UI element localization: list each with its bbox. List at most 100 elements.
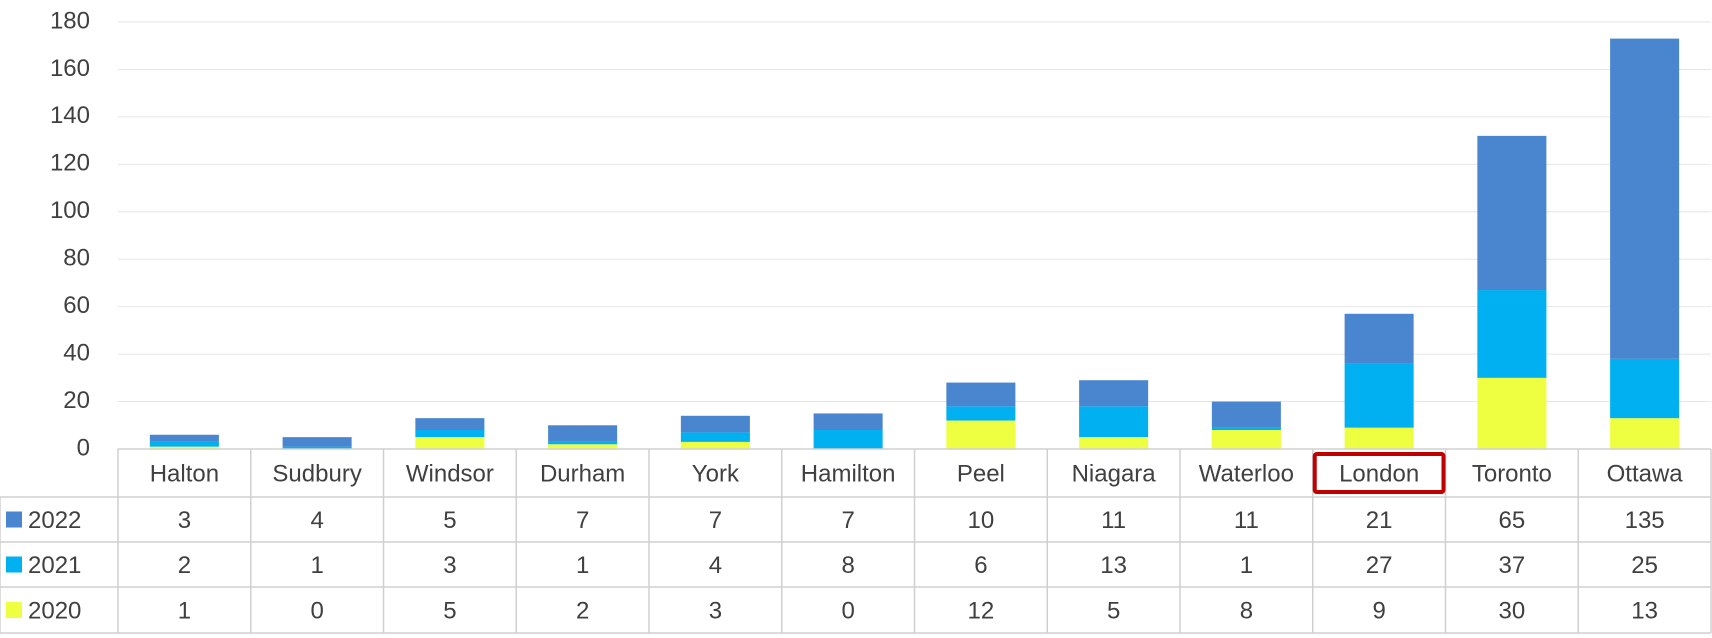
y-tick-label: 180 <box>50 7 90 34</box>
table-value: 8 <box>1240 597 1253 624</box>
legend-swatch <box>6 602 22 618</box>
table-value: 0 <box>841 597 854 624</box>
x-tick-label: York <box>692 460 740 487</box>
bar-segment <box>1610 358 1680 419</box>
table-value: 21 <box>1366 507 1393 534</box>
bar-segment <box>813 430 883 449</box>
legend-swatch <box>6 511 22 528</box>
y-tick-label: 80 <box>63 245 90 272</box>
x-tick-label: Sudbury <box>272 460 361 487</box>
bar-segment <box>282 437 352 447</box>
table-value: 37 <box>1499 552 1526 579</box>
table-value: 2 <box>178 552 191 579</box>
y-tick-label: 60 <box>63 292 90 319</box>
legend-label: 2021 <box>28 552 81 579</box>
y-tick-label: 40 <box>63 339 90 366</box>
x-tick-label: Waterloo <box>1199 460 1294 487</box>
x-tick-label: Peel <box>957 460 1005 487</box>
table-value: 1 <box>576 552 589 579</box>
bar-segment <box>1610 38 1680 359</box>
bar-segment <box>1079 437 1149 449</box>
bar-segment <box>1610 418 1680 449</box>
bar-segment <box>1344 313 1414 364</box>
y-tick-label: 140 <box>50 102 90 129</box>
bar-segment <box>149 434 219 442</box>
y-tick-label: 20 <box>63 387 90 414</box>
table-value: 13 <box>1100 552 1127 579</box>
x-tick-label: Niagara <box>1072 460 1157 487</box>
bar-segment <box>680 441 750 449</box>
table-value: 30 <box>1499 597 1526 624</box>
bar-segment <box>415 430 485 438</box>
table-value: 2 <box>576 597 589 624</box>
bar-segment <box>548 441 618 445</box>
table-value: 4 <box>709 552 722 579</box>
bar-segment <box>946 382 1016 407</box>
x-tick-label: Windsor <box>406 460 494 487</box>
bar-segment <box>1211 401 1281 428</box>
y-tick-label: 100 <box>50 197 90 224</box>
highlight-box <box>1312 452 1446 494</box>
table-value: 7 <box>576 507 589 534</box>
table-value: 135 <box>1625 507 1665 534</box>
bar-segment <box>1477 135 1547 291</box>
table-value: 12 <box>968 597 995 624</box>
bar-segment <box>1079 406 1149 438</box>
table-value: 4 <box>310 507 323 534</box>
bar-segment <box>282 446 352 449</box>
bar-segment <box>813 413 883 431</box>
bar-segment <box>1477 377 1547 449</box>
x-tick-label: Hamilton <box>801 460 896 487</box>
bar-segment <box>415 418 485 431</box>
table-value: 3 <box>709 597 722 624</box>
bar-segment <box>149 441 219 447</box>
table-value: 5 <box>443 597 456 624</box>
x-tick-label: Toronto <box>1472 460 1552 487</box>
table-value: 7 <box>709 507 722 534</box>
bar-segment <box>415 437 485 449</box>
table-value: 13 <box>1631 597 1658 624</box>
table-value: 8 <box>841 552 854 579</box>
table-value: 27 <box>1366 552 1393 579</box>
legend-label: 2020 <box>28 597 81 624</box>
x-tick-label: Ottawa <box>1607 460 1684 487</box>
table-value: 11 <box>1101 507 1126 534</box>
bar-segment <box>946 406 1016 421</box>
bar-segment <box>680 432 750 442</box>
legend-swatch <box>6 556 22 573</box>
table-value: 11 <box>1234 507 1259 534</box>
table-value: 25 <box>1631 552 1658 579</box>
table-value: 0 <box>310 597 323 624</box>
table-value: 3 <box>443 552 456 579</box>
table-value: 1 <box>310 552 323 579</box>
y-tick-label: 160 <box>50 55 90 82</box>
bar-segment <box>548 444 618 449</box>
bar-segment <box>1211 430 1281 449</box>
table-value: 10 <box>968 507 995 534</box>
table-value: 9 <box>1372 597 1385 624</box>
x-tick-label: Halton <box>150 460 219 487</box>
table-value: 6 <box>974 552 987 579</box>
bar-segment <box>680 415 750 433</box>
table-value: 7 <box>841 507 854 534</box>
bar-segment <box>1344 427 1414 449</box>
legend-label: 2022 <box>28 507 81 534</box>
y-tick-label: 0 <box>77 434 90 461</box>
bar-segment <box>1477 290 1547 378</box>
bar-segment <box>1079 380 1149 407</box>
table-value: 5 <box>1107 597 1120 624</box>
bar-segment <box>548 425 618 442</box>
bar-segment <box>1211 427 1281 431</box>
bar-segment <box>946 420 1016 449</box>
table-value: 1 <box>1240 552 1253 579</box>
bar-segment <box>149 446 219 449</box>
x-tick-label: London <box>1339 460 1419 487</box>
y-tick-label: 120 <box>50 150 90 177</box>
table-value: 5 <box>443 507 456 534</box>
table-value: 65 <box>1499 507 1526 534</box>
table-value: 3 <box>178 507 191 534</box>
x-tick-label: Durham <box>540 460 625 487</box>
bar-segment <box>1344 363 1414 428</box>
table-value: 1 <box>178 597 191 624</box>
